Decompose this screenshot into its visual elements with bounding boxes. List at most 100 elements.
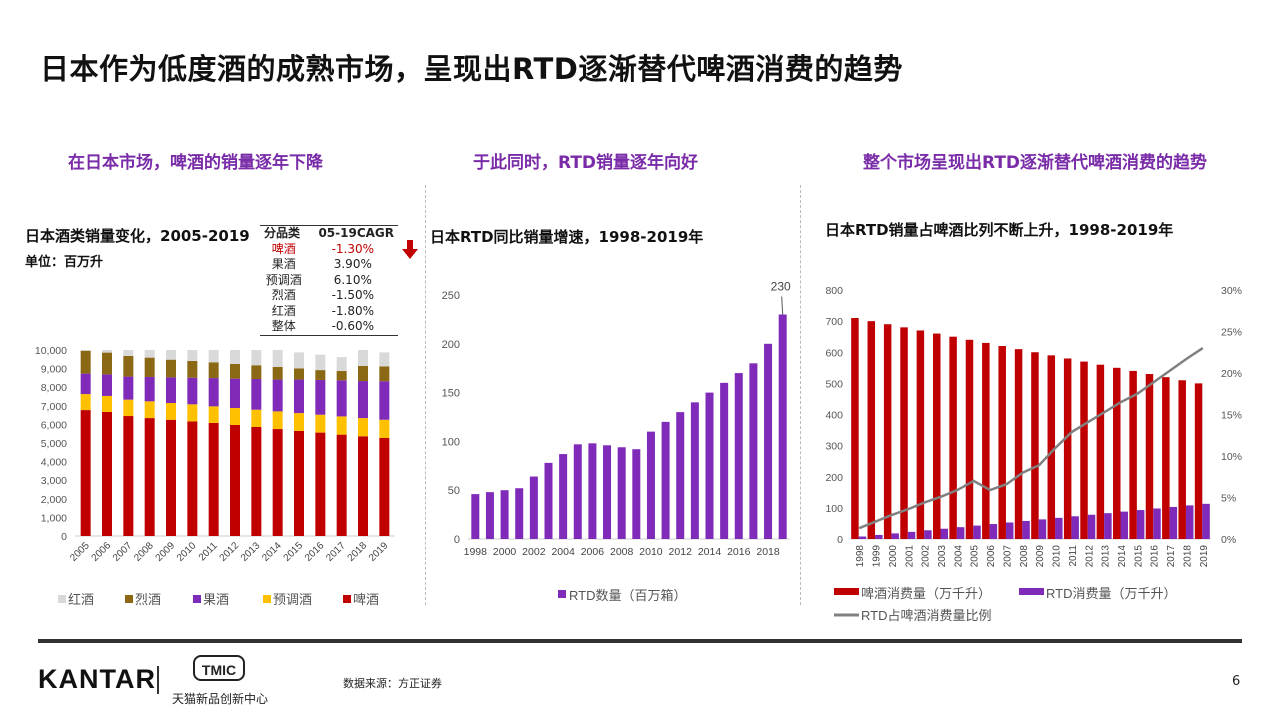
bar-rtd xyxy=(1087,514,1096,539)
chart2-rtd-bar: 0 50 100 150 200 250 1998 2000 2002 2004 2006 2008 2… xyxy=(442,280,791,603)
legend-label: 烈酒 xyxy=(135,592,161,607)
bar-烈酒 xyxy=(272,366,283,380)
x-tick-label: 2016 xyxy=(727,546,751,558)
bar-rtd xyxy=(705,392,714,539)
legend-label: 啤酒 xyxy=(353,592,379,607)
x-tick-label: 2012 xyxy=(218,540,242,564)
bar-啤酒 xyxy=(315,432,326,536)
y-tick-label: 400 xyxy=(825,410,843,422)
bar-rtd xyxy=(617,447,626,539)
bar-红酒 xyxy=(251,350,262,366)
bar-果酒 xyxy=(166,377,176,404)
x-tick-label: 2014 xyxy=(260,540,284,564)
page-number: 6 xyxy=(1232,674,1241,689)
bar-rtd xyxy=(646,431,655,539)
bar-rtd xyxy=(720,382,729,539)
page-title: 日本作为低度酒的成熟市场，呈现出RTD逐渐替代啤酒消费的趋势 xyxy=(40,52,903,86)
x-tick-label: 1998 xyxy=(464,546,488,558)
bar-rtd xyxy=(875,534,883,539)
bar-红酒 xyxy=(80,350,91,351)
bar-beer xyxy=(1162,377,1170,539)
cagr-category: 烈酒 xyxy=(271,288,296,302)
bar-beer xyxy=(1014,349,1023,539)
cagr-value: 6.10% xyxy=(333,272,372,287)
x-tick-label: 2010 xyxy=(175,540,199,564)
x-tick-label: 2006 xyxy=(90,540,114,564)
legend-label: 啤酒消费量（万千升） xyxy=(861,586,991,601)
tmic-logo: TMIC xyxy=(193,655,245,681)
x-tick-label: 2017 xyxy=(324,540,348,564)
x-tick-label: 2000 xyxy=(888,545,899,568)
cagr-table: 分品类 05-19CAGR 啤酒 -1.30% 果酒 3.90% 预调酒 6.10% 烈酒 -1.… xyxy=(260,225,398,336)
x-tick-label: 2007 xyxy=(1002,545,1013,568)
divider xyxy=(425,185,426,605)
bar-预调酒 xyxy=(102,395,112,412)
y-tick-label: 3,000 xyxy=(41,475,67,487)
bar-beer xyxy=(933,333,941,539)
bar-预调酒 xyxy=(272,411,283,430)
x-tick-label: 2004 xyxy=(953,545,964,568)
bar-红酒 xyxy=(187,350,198,361)
table-row: 预调酒 6.10% xyxy=(260,273,398,289)
x-tick-label: 2005 xyxy=(970,545,981,568)
y2-tick-label: 10% xyxy=(1221,451,1242,463)
bar-rtd xyxy=(544,462,553,539)
x-tick-label: 2016 xyxy=(303,540,327,564)
bar-rtd xyxy=(1169,506,1178,539)
bar-rtd xyxy=(924,530,932,539)
bar-rtd xyxy=(529,476,538,539)
bar-rtd xyxy=(588,443,597,539)
bar-果酒 xyxy=(123,376,134,400)
bar-果酒 xyxy=(80,373,91,395)
y-tick-label: 150 xyxy=(442,388,460,400)
cagr-value: 3.90% xyxy=(333,257,372,271)
bar-预调酒 xyxy=(251,409,262,428)
y-tick-label: 5,000 xyxy=(41,438,67,450)
x-tick-label: 2002 xyxy=(921,545,932,568)
cagr-value: -1.50% xyxy=(331,288,375,302)
x-tick-label: 2005 xyxy=(68,540,92,564)
y-tick-label: 250 xyxy=(442,290,460,302)
bar-rtd xyxy=(956,527,965,539)
x-tick-label: 2008 xyxy=(1019,545,1030,568)
legend-swatch xyxy=(1019,588,1044,595)
bar-烈酒 xyxy=(251,365,262,380)
bar-烈酒 xyxy=(208,362,219,379)
table-row: 整体 -0.60% xyxy=(260,319,398,335)
bar-beer xyxy=(1063,358,1072,539)
x-tick-label: 2008 xyxy=(132,540,156,564)
bar-红酒 xyxy=(208,350,219,363)
y2-tick-label: 5% xyxy=(1221,493,1236,505)
table-header: 分品类 xyxy=(264,226,301,240)
bar-啤酒 xyxy=(272,429,283,536)
bar-beer xyxy=(1178,380,1186,539)
bar-rtd xyxy=(858,536,867,539)
bar-beer xyxy=(998,346,1006,539)
bar-红酒 xyxy=(272,350,283,367)
footer-divider xyxy=(38,639,1242,643)
bar-beer xyxy=(965,339,974,539)
bar-烈酒 xyxy=(144,357,155,377)
bar-beer xyxy=(1031,352,1039,539)
chart1-title: 日本酒类销量变化，2005-2019 xyxy=(25,227,250,245)
bar-beer xyxy=(1145,374,1154,539)
bar-rtd xyxy=(515,488,524,539)
x-tick-label: 2011 xyxy=(1068,545,1079,567)
x-tick-label: 2009 xyxy=(154,540,178,564)
bar-rtd xyxy=(734,373,743,539)
y-tick-label: 1,000 xyxy=(41,512,67,524)
x-tick-label: 1998 xyxy=(855,545,866,568)
bar-烈酒 xyxy=(294,368,304,380)
y-tick-label: 500 xyxy=(825,378,843,390)
bar-beer xyxy=(1194,383,1203,539)
bar-beer xyxy=(851,318,859,539)
x-tick-label: 2010 xyxy=(639,546,663,558)
bar-rtd xyxy=(1104,513,1112,539)
legend-label: 预调酒 xyxy=(273,592,312,607)
bar-红酒 xyxy=(336,357,347,372)
bar-rtd xyxy=(471,494,480,539)
legend-swatch xyxy=(263,595,271,603)
bar-啤酒 xyxy=(208,422,219,536)
bar-啤酒 xyxy=(187,421,198,536)
y-tick-label: 0 xyxy=(837,534,843,546)
